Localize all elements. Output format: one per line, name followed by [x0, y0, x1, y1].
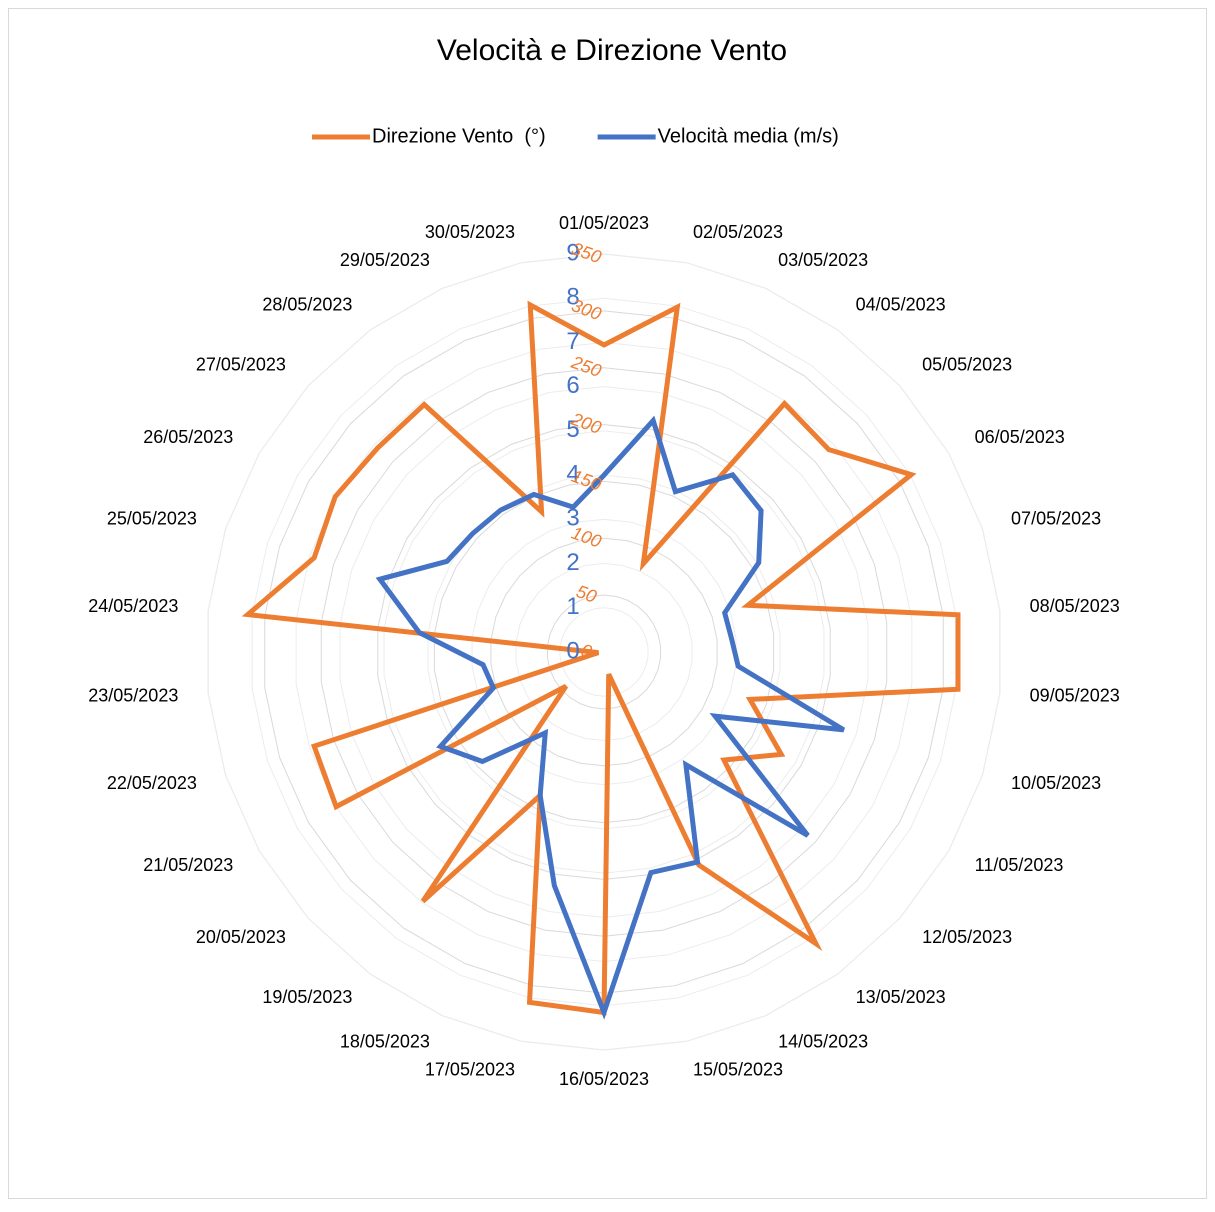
- series-line: [375, 415, 846, 1020]
- category-label: 30/05/2023: [425, 222, 515, 242]
- plot: [241, 300, 961, 1020]
- category-label: 17/05/2023: [425, 1059, 515, 1079]
- category-label: 03/05/2023: [778, 250, 868, 270]
- category-label: 04/05/2023: [856, 294, 946, 314]
- category-label: 05/05/2023: [922, 354, 1012, 374]
- category-label: 06/05/2023: [975, 427, 1065, 447]
- category-label: 11/05/2023: [975, 855, 1064, 875]
- y-tick-label: 5: [566, 416, 579, 443]
- category-label: 13/05/2023: [856, 987, 946, 1007]
- grid-ring: [471, 518, 737, 786]
- y-tick-label: 9: [566, 239, 579, 266]
- grid-ring: [515, 563, 693, 741]
- category-label: 21/05/2023: [143, 855, 233, 875]
- category-label: 07/05/2023: [1011, 508, 1101, 528]
- y-tick-label: 7: [566, 328, 579, 355]
- category-label: 01/05/2023: [559, 213, 649, 233]
- chart-title: Velocità e Direzione Vento: [437, 34, 787, 67]
- y-tick-label: 4: [566, 460, 579, 487]
- category-label: 27/05/2023: [196, 354, 286, 374]
- y-tick-label: 1: [566, 593, 579, 620]
- category-label: 15/05/2023: [693, 1059, 783, 1079]
- category-label: 18/05/2023: [340, 1032, 430, 1052]
- y-tick-label: 6: [566, 372, 579, 399]
- category-label: 16/05/2023: [559, 1069, 649, 1089]
- category-label: 24/05/2023: [88, 596, 178, 616]
- category-label: 29/05/2023: [340, 250, 430, 270]
- grid-ring: [546, 594, 662, 710]
- category-label: 19/05/2023: [262, 987, 352, 1007]
- grid-ring: [207, 253, 1001, 1051]
- grid-ring: [433, 480, 775, 824]
- legend-label: Direzione Vento (°): [372, 125, 546, 147]
- grid-ring: [559, 607, 649, 697]
- labels: 01/05/2023 02/05/2023 03/05/2023 04/05/2023…: [88, 125, 1119, 1088]
- category-label: 23/05/2023: [88, 685, 178, 705]
- category-label: 26/05/2023: [143, 427, 233, 447]
- category-label: 02/05/2023: [693, 222, 783, 242]
- category-label: 14/05/2023: [778, 1032, 868, 1052]
- y-tick-label: 0: [566, 637, 579, 664]
- legend-label: Velocità media (m/s): [658, 125, 839, 147]
- category-label: 08/05/2023: [1030, 596, 1120, 616]
- y-tick-label: 3: [566, 505, 579, 532]
- category-label: 20/05/2023: [196, 927, 286, 947]
- category-label: 25/05/2023: [107, 508, 197, 528]
- category-label: 10/05/2023: [1011, 773, 1101, 793]
- category-label: 22/05/2023: [107, 773, 197, 793]
- y-tick-label: 8: [566, 284, 579, 311]
- category-label: 12/05/2023: [922, 927, 1012, 947]
- category-label: 28/05/2023: [262, 294, 352, 314]
- grid-ring: [490, 537, 718, 767]
- y-tick-label: 2: [566, 549, 579, 576]
- chart-frame: [8, 8, 1207, 1199]
- category-label: 09/05/2023: [1030, 685, 1120, 705]
